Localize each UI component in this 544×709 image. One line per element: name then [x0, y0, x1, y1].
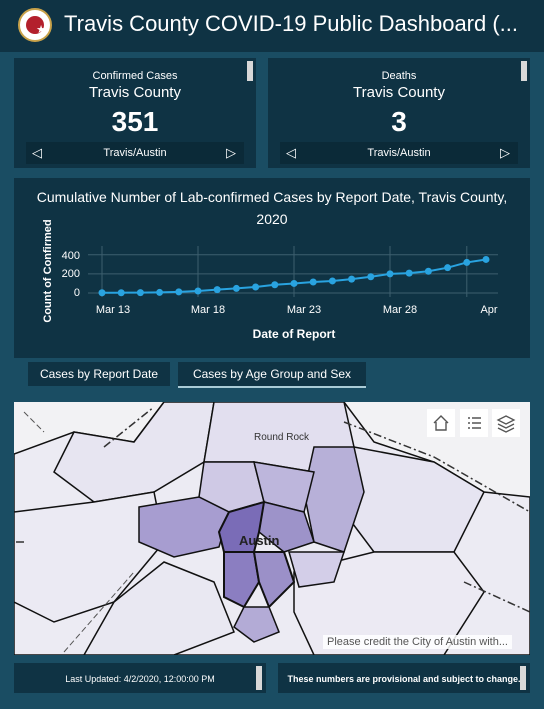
layers-icon[interactable]	[492, 409, 520, 437]
data-point[interactable]	[98, 289, 106, 297]
data-point[interactable]	[386, 270, 394, 278]
deaths-selector: ◁ Travis/Austin ▷	[280, 142, 518, 164]
disclaimer-text: These numbers are provisional and subjec…	[287, 674, 521, 684]
data-point[interactable]	[194, 287, 202, 295]
card-scrollbar[interactable]	[521, 61, 527, 81]
chart-title: Cumulative Number of Lab-confirmed Cases…	[24, 186, 520, 230]
cases-line-chart: Count of Confirmed 400 200 0 Mar 13 Mar …	[42, 219, 498, 341]
map-canvas[interactable]	[14, 402, 530, 655]
data-point[interactable]	[232, 284, 240, 292]
tab-cases-by-age-group-and-sex[interactable]: Cases by Age Group and Sex	[178, 362, 366, 388]
dashboard-title: Travis County COVID-19 Public Dashboard …	[64, 11, 519, 36]
data-point[interactable]	[290, 279, 298, 287]
y-tick-label: 200	[62, 268, 80, 280]
data-point[interactable]	[444, 264, 452, 272]
last-updated-panel: Last Updated: 4/2/2020, 12:00:00 PM	[14, 663, 266, 693]
data-point[interactable]	[175, 288, 183, 296]
data-point[interactable]	[405, 269, 413, 277]
tab-cases-by-report-date[interactable]: Cases by Report Date	[28, 362, 170, 386]
disclaimer-panel: These numbers are provisional and subjec…	[278, 663, 530, 693]
map-attribution: Please credit the City of Austin with...	[323, 635, 512, 649]
card-scrollbar[interactable]	[247, 61, 253, 81]
x-tick-label: Apr	[480, 304, 497, 316]
x-tick-label: Mar 18	[191, 304, 225, 316]
confirmed-cases-card: Confirmed Cases Travis County 351 ◁ Trav…	[14, 58, 256, 168]
panel-scrollbar[interactable]	[256, 666, 262, 690]
data-point[interactable]	[117, 289, 125, 297]
data-point[interactable]	[463, 258, 471, 266]
deaths-area: Travis County	[353, 84, 445, 101]
confirmed-cases-value: 351	[111, 106, 159, 137]
deaths-card: Deaths Travis County 3 ◁ Travis/Austin ▷	[268, 58, 530, 168]
x-tick-label: Mar 28	[383, 304, 417, 316]
round-rock-label: Round Rock	[254, 432, 310, 443]
last-updated-text: Last Updated: 4/2/2020, 12:00:00 PM	[65, 674, 215, 684]
county-seal-logo: ★	[18, 8, 52, 42]
y-tick-label: 400	[62, 250, 80, 262]
chevron-right-icon[interactable]: ▷	[500, 145, 510, 160]
data-point[interactable]	[424, 267, 432, 275]
x-axis-label: Date of Report	[253, 327, 336, 341]
x-tick-label: Mar 13	[96, 304, 130, 316]
chart-title-line-1: Cumulative Number of Lab-confirmed Cases…	[36, 189, 508, 205]
data-point[interactable]	[271, 281, 279, 289]
data-point[interactable]	[136, 289, 144, 297]
x-tick-label: Mar 23	[287, 304, 321, 316]
deaths-value: 3	[391, 106, 407, 137]
chart-title-line-2: 2020	[256, 211, 288, 227]
panel-scrollbar[interactable]	[520, 666, 526, 690]
chart-gridlines	[88, 246, 498, 297]
confirmed-cases-label: Confirmed Cases	[92, 70, 178, 82]
cases-chart-panel: Cumulative Number of Lab-confirmed Cases…	[14, 178, 530, 358]
home-icon[interactable]	[427, 409, 455, 437]
legend-icon[interactable]	[460, 409, 488, 437]
chevron-left-icon[interactable]: ◁	[32, 145, 42, 160]
dashboard-header: ★ Travis County COVID-19 Public Dashboar…	[0, 0, 544, 52]
data-point[interactable]	[482, 255, 490, 263]
data-point[interactable]	[309, 278, 317, 286]
data-point[interactable]	[213, 286, 221, 294]
austin-label: Austin	[239, 533, 280, 548]
data-point[interactable]	[156, 288, 164, 296]
confirmed-cases-selector: ◁ Travis/Austin ▷	[26, 142, 244, 164]
confirmed-cases-area: Travis County	[89, 84, 181, 101]
selector-label: Travis/Austin	[103, 147, 167, 159]
data-point[interactable]	[328, 277, 336, 285]
chevron-left-icon[interactable]: ◁	[286, 145, 296, 160]
deaths-label: Deaths	[381, 70, 417, 82]
data-point[interactable]	[348, 275, 356, 283]
y-axis-label: Count of Confirmed	[42, 219, 54, 322]
selector-label: Travis/Austin	[367, 147, 431, 159]
y-tick-label: 0	[74, 287, 80, 299]
data-point[interactable]	[252, 283, 260, 291]
data-point[interactable]	[367, 273, 375, 281]
chevron-right-icon[interactable]: ▷	[226, 145, 236, 160]
series-points	[98, 255, 490, 297]
zip-code-map[interactable]: Round Rock Austin Please credit the City…	[14, 402, 530, 655]
